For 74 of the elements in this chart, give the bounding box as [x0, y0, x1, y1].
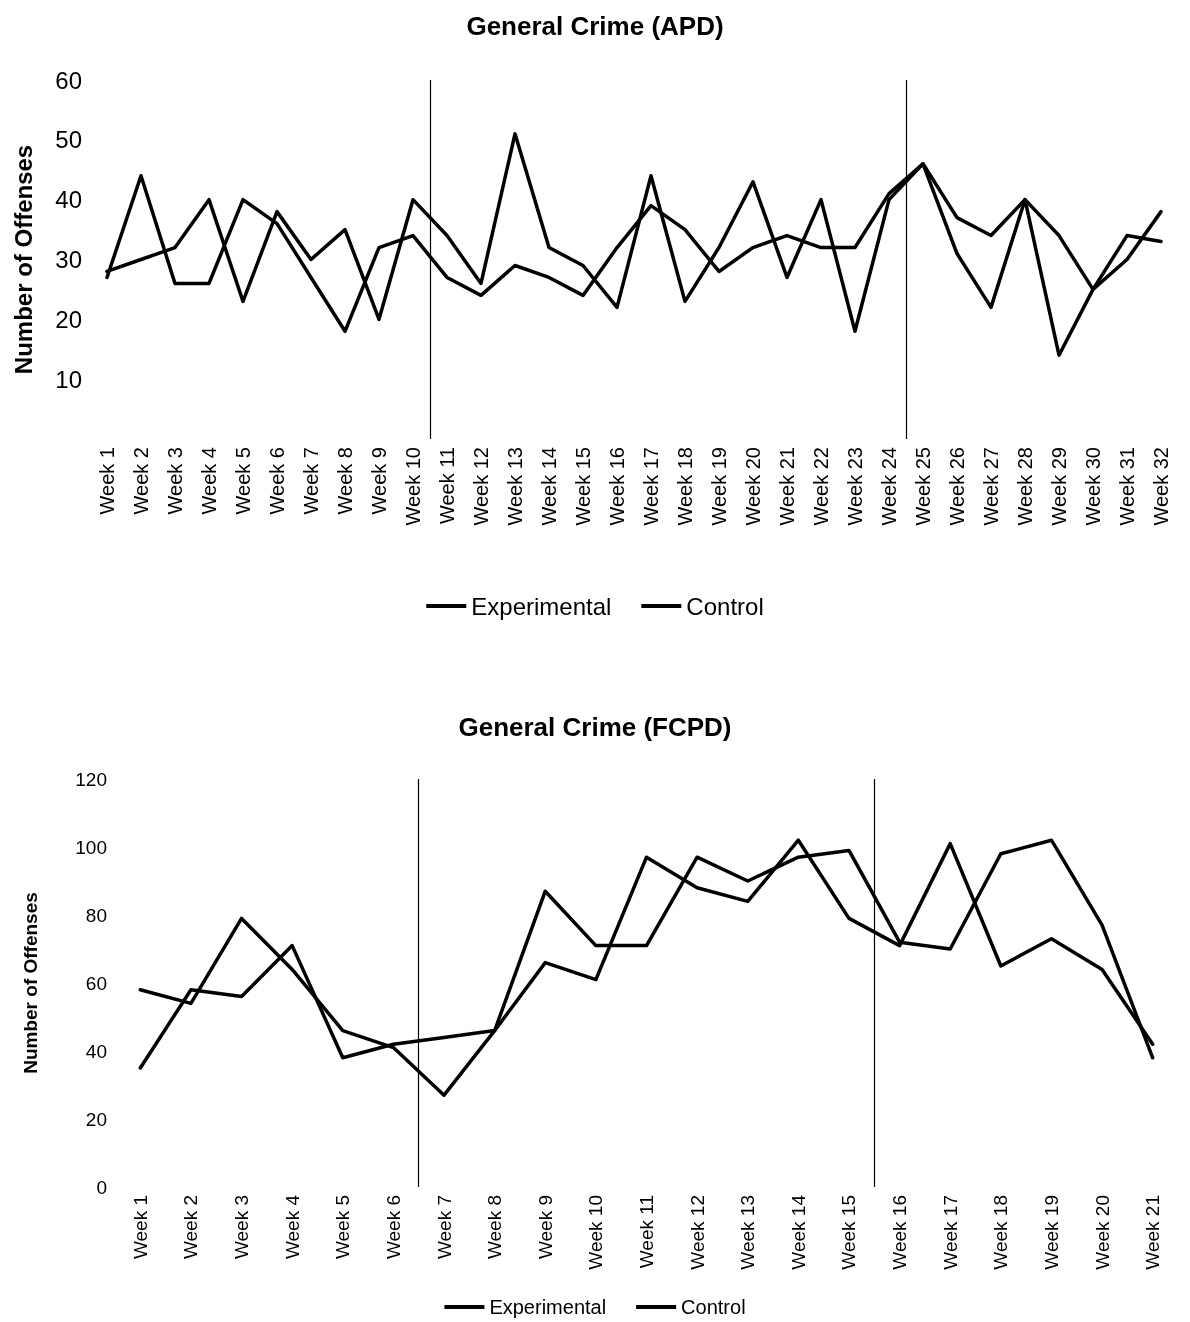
x-tick-label: Week 21	[1142, 1195, 1164, 1270]
x-tick-label: Week 21	[776, 447, 798, 526]
x-tick-label: Week 6	[266, 447, 288, 515]
x-tick-label: Week 3	[164, 447, 186, 515]
x-tick-label: Week 1	[96, 447, 118, 515]
x-tick-label: Week 15	[572, 447, 594, 526]
x-tick-label: Week 8	[484, 1195, 506, 1260]
x-tick-label: Week 7	[433, 1195, 455, 1260]
x-tick-label: Week 13	[737, 1195, 759, 1270]
x-tick-label: Week 4	[198, 447, 220, 515]
y-tick-label: 60	[85, 972, 107, 994]
x-tick-label: Week 17	[640, 447, 662, 526]
legend-label: Experimental	[489, 1296, 607, 1318]
x-tick-label: Week 4	[281, 1194, 303, 1260]
x-tick-label: Week 11	[436, 447, 458, 525]
x-tick-label: Week 9	[534, 1195, 556, 1260]
x-tick-label: Week 24	[878, 447, 900, 526]
x-tick-label: Week 32	[1150, 447, 1172, 526]
y-tick-label: 20	[85, 1108, 107, 1130]
x-tick-label: Week 2	[180, 1195, 202, 1260]
y-axis-title: Number of Offenses	[20, 892, 41, 1074]
x-tick-label: Week 14	[538, 447, 560, 526]
y-tick-label: 80	[85, 904, 107, 926]
x-tick-label: Week 22	[810, 447, 832, 526]
x-tick-label: Week 13	[504, 447, 526, 526]
x-tick-label: Week 19	[1040, 1195, 1062, 1270]
x-tick-label: Week 20	[742, 447, 764, 526]
x-tick-label: Week 5	[332, 1195, 354, 1260]
x-tick-label: Week 17	[939, 1195, 961, 1270]
y-tick-label: 10	[55, 365, 82, 393]
y-axis-title: Number of Offenses	[9, 144, 37, 375]
x-tick-label: Week 26	[946, 447, 968, 526]
x-tick-label: Week 10	[585, 1195, 607, 1270]
x-tick-label: Week 27	[980, 447, 1002, 526]
x-tick-label: Week 6	[382, 1195, 404, 1260]
legend-label: Experimental	[471, 592, 612, 620]
y-tick-label: 120	[75, 768, 107, 790]
legend-label: Control	[686, 592, 764, 620]
x-tick-label: Week 19	[708, 447, 730, 526]
y-tick-label: 30	[55, 246, 82, 273]
x-tick-label: Week 23	[844, 447, 866, 526]
x-tick-label: Week 5	[232, 447, 254, 515]
x-tick-label: Week 16	[606, 447, 628, 526]
x-tick-label: Week 28	[1014, 447, 1036, 526]
y-tick-label: 60	[55, 66, 82, 94]
y-tick-label: 50	[55, 126, 82, 154]
x-tick-label: Week 15	[838, 1195, 860, 1270]
x-tick-label: Week 11	[636, 1195, 657, 1269]
x-tick-label: Week 31	[1116, 447, 1138, 526]
x-tick-label: Week 16	[889, 1195, 911, 1270]
x-tick-label: Week 20	[1091, 1195, 1113, 1270]
x-tick-label: Week 9	[368, 447, 390, 515]
chart-title: General Crime (FCPD)	[458, 712, 732, 742]
x-tick-label: Week 12	[686, 1195, 708, 1270]
x-tick-label: Week 25	[912, 447, 934, 526]
y-tick-label: 40	[55, 186, 82, 214]
x-tick-label: Week 12	[470, 447, 492, 526]
x-tick-label: Week 1	[129, 1195, 151, 1260]
legend-label: Control	[681, 1296, 746, 1318]
y-tick-label: 40	[85, 1040, 107, 1062]
x-tick-label: Week 14	[787, 1194, 809, 1270]
x-tick-label: Week 7	[300, 447, 322, 515]
y-tick-label: 100	[75, 836, 107, 858]
x-tick-label: Week 29	[1048, 447, 1070, 526]
x-tick-label: Week 18	[990, 1195, 1012, 1270]
x-tick-label: Week 8	[334, 447, 356, 515]
x-tick-label: Week 3	[231, 1195, 253, 1260]
chart-title: General Crime (APD)	[466, 11, 724, 41]
x-tick-label: Week 18	[674, 447, 696, 526]
y-tick-label: 0	[96, 1176, 107, 1198]
x-tick-label: Week 2	[130, 447, 152, 515]
x-tick-label: Week 10	[402, 447, 424, 526]
x-tick-label: Week 30	[1082, 447, 1104, 526]
y-tick-label: 20	[55, 305, 82, 333]
